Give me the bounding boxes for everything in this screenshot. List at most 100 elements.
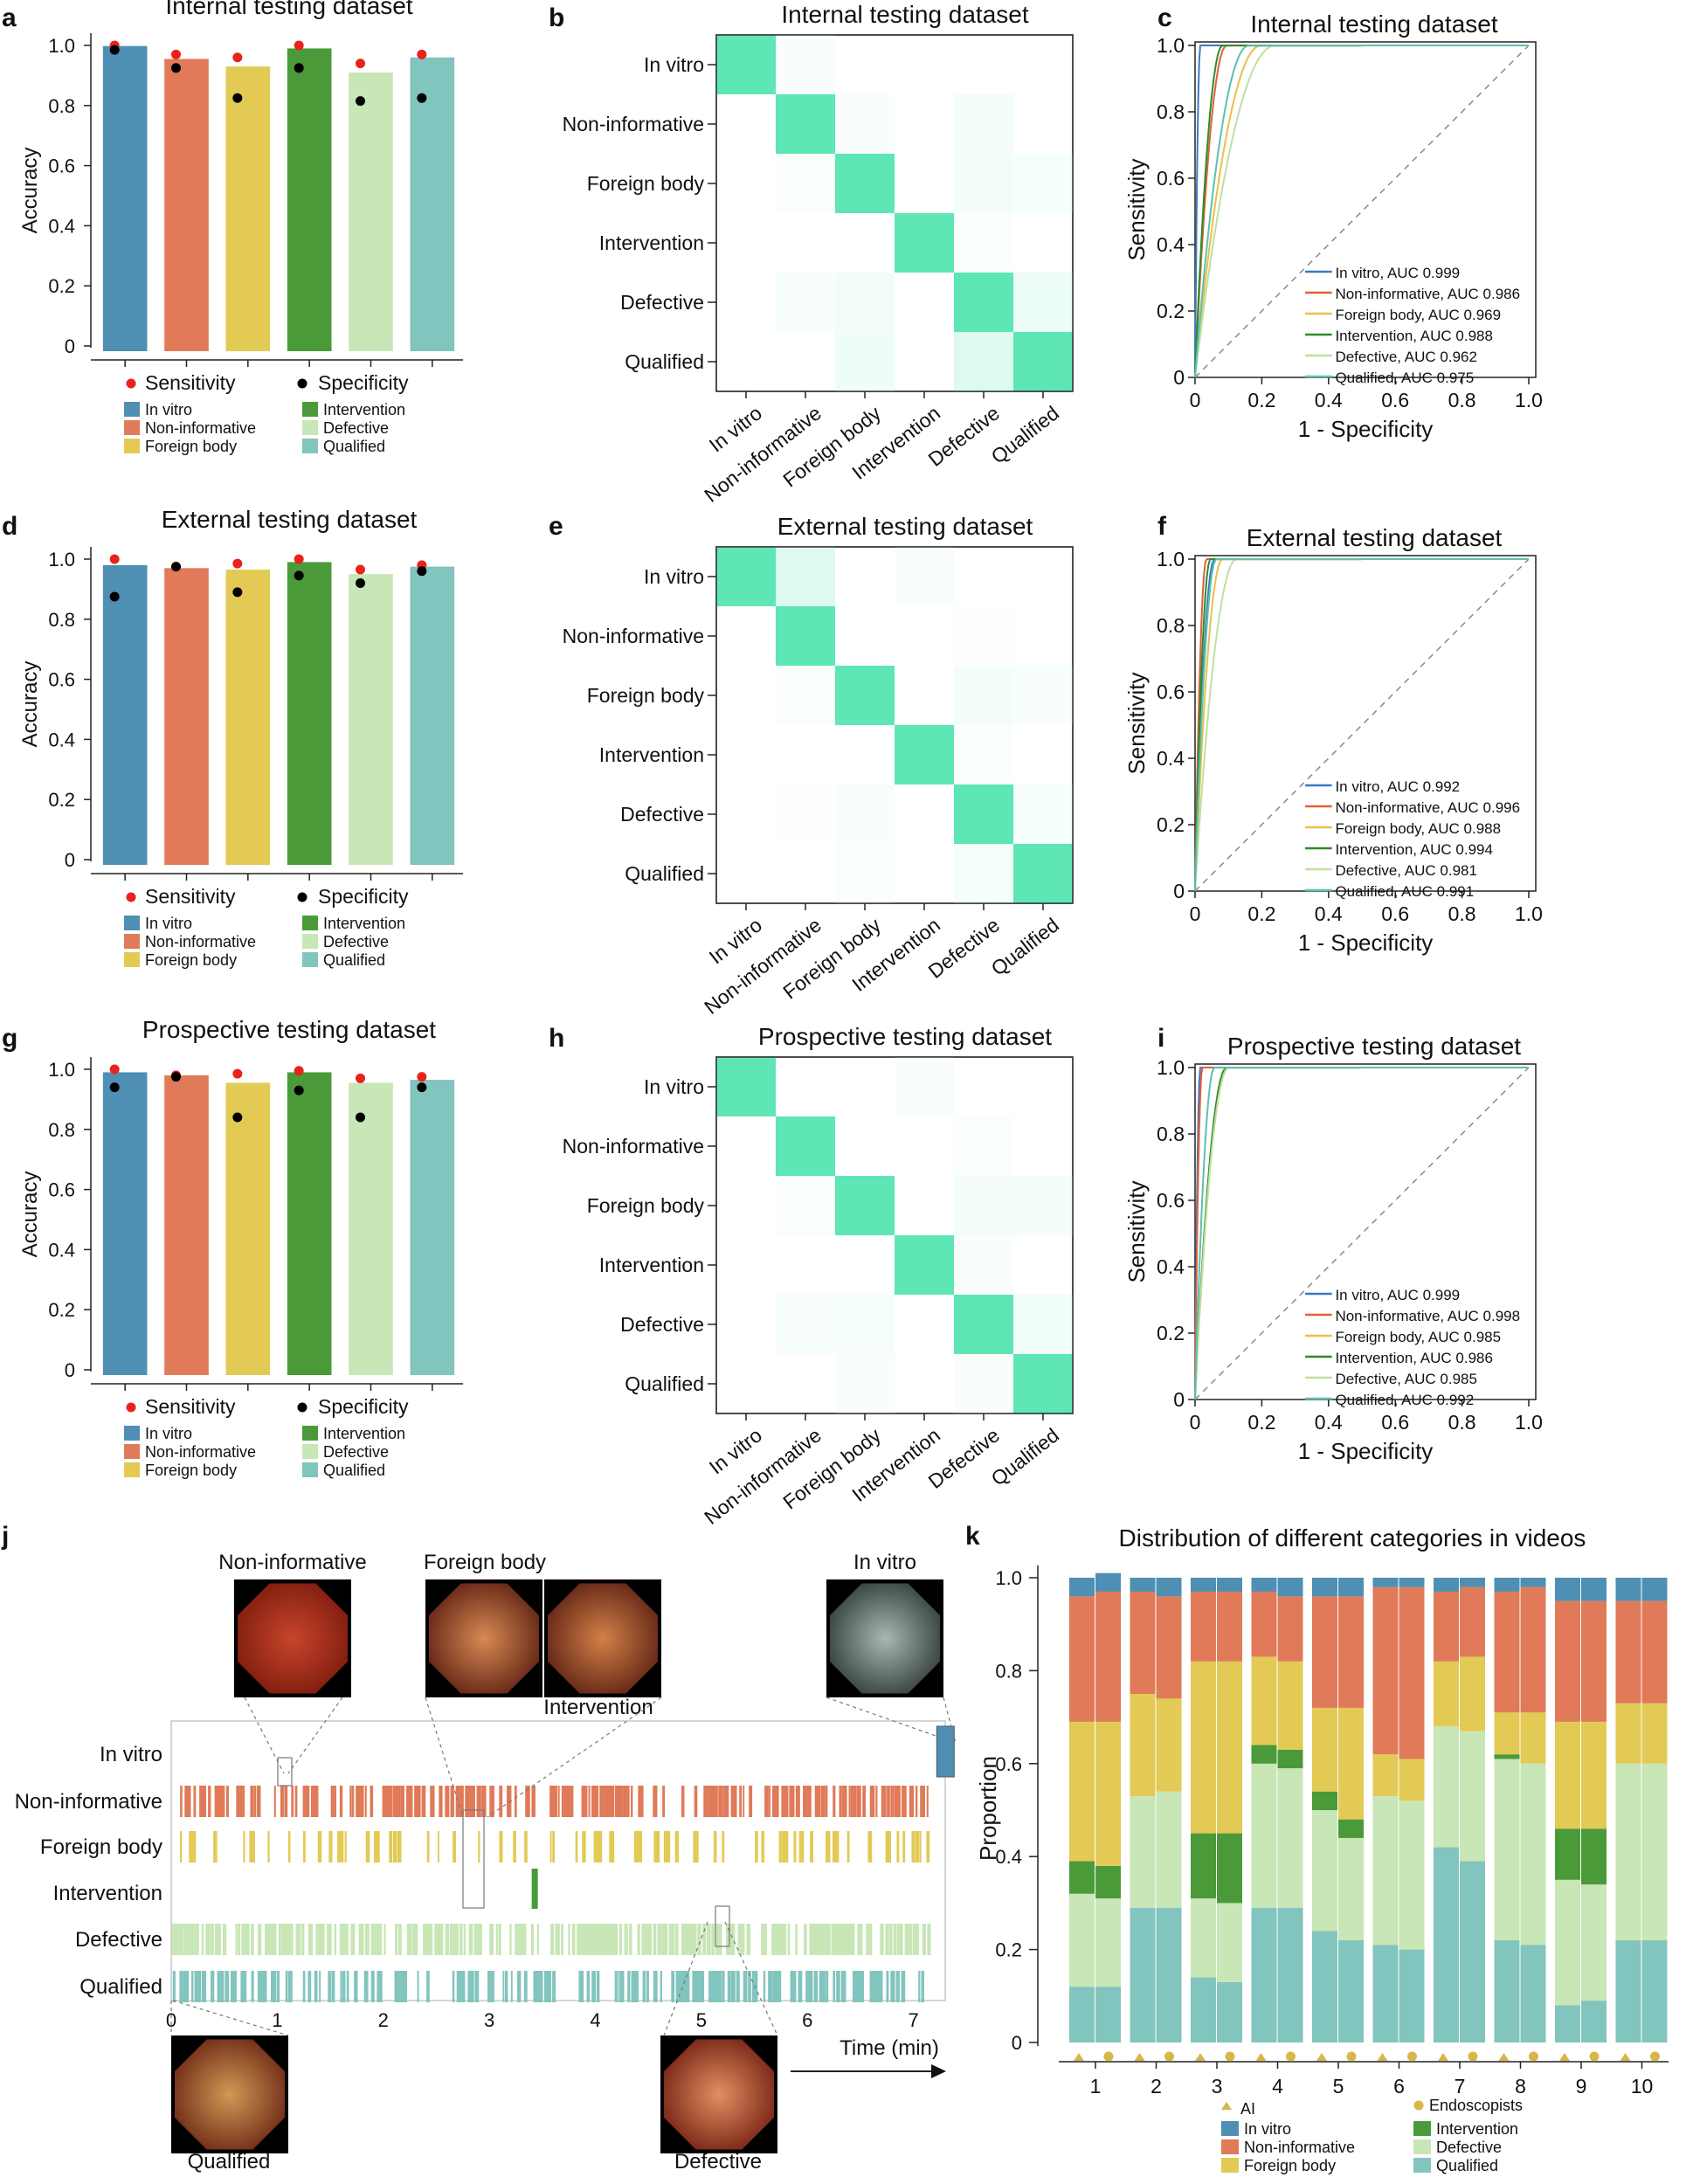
cm-cell	[776, 784, 835, 844]
timeline-tick	[372, 1924, 377, 1955]
specificity-point	[356, 96, 365, 107]
timeline-tick	[711, 1971, 715, 2002]
stacked-segment	[1251, 1907, 1277, 2042]
y-tick-label: 1.0	[48, 549, 75, 570]
legend-item-label: In vitro	[145, 401, 192, 418]
timeline-tick	[376, 1924, 378, 1955]
stacked-y-tick-label: 0.2	[995, 1939, 1022, 1961]
endoscopists-marker	[1589, 2051, 1600, 2062]
timeline-tick	[810, 1971, 813, 2002]
stacked-segment	[1130, 1796, 1156, 1908]
ai-marker	[1620, 2053, 1631, 2061]
timeline-tick	[781, 1924, 784, 1955]
y-tick-label: 0.6	[48, 1179, 75, 1201]
timeline-tick	[848, 1786, 851, 1817]
timeline-tick	[521, 1924, 524, 1955]
timeline-tick	[480, 1924, 482, 1955]
roc-frame	[1194, 1063, 1537, 1400]
timeline-tick	[634, 1971, 639, 2002]
timeline-tick	[231, 1971, 233, 2002]
stacked-segment	[1520, 1945, 1546, 2042]
timeline-tick	[783, 1924, 786, 1955]
stacked-segment	[1251, 1656, 1277, 1745]
roc-legend-label: Intervention, AUC 0.986	[1335, 1350, 1493, 1366]
timeline-tick	[459, 1971, 463, 2002]
timeline-tick	[810, 1831, 813, 1863]
timeline-tick	[803, 1924, 807, 1955]
specificity-point	[109, 591, 120, 602]
timeline-tick	[256, 1786, 261, 1817]
ai-marker	[1498, 2053, 1510, 2061]
timeline-tick	[271, 1924, 273, 1955]
cm-cell	[776, 1176, 835, 1235]
stacked-segment	[1372, 1578, 1399, 1587]
timeline-tick	[495, 1924, 498, 1955]
timeline-tick	[761, 1924, 764, 1955]
timeline-tick	[535, 1971, 539, 2002]
cm-cell	[1013, 154, 1073, 213]
timeline-tick	[499, 1831, 502, 1863]
roc-y-tick-label: 1.0	[1157, 548, 1185, 570]
timeline-tick	[653, 1831, 657, 1863]
timeline-tick	[909, 1924, 912, 1955]
stacked-segment	[1217, 1578, 1242, 1592]
stacked-x-tick-label: 3	[1212, 2075, 1223, 2098]
highlight-box	[462, 1809, 485, 1909]
cm-cell	[954, 606, 1013, 666]
timeline-tick	[463, 1924, 466, 1955]
timeline-tick	[855, 1971, 860, 2002]
timeline-tick	[225, 1786, 229, 1817]
specificity-point	[417, 1082, 427, 1093]
legend-item-label: In vitro	[145, 915, 192, 932]
timeline-tick	[604, 1924, 608, 1955]
roc-y-tick-label: 0.2	[1157, 1322, 1185, 1344]
timeline-tick	[625, 1786, 628, 1817]
timeline-tick	[867, 1924, 870, 1955]
timeline-tick	[922, 1786, 926, 1817]
timeline-tick	[606, 1924, 610, 1955]
roc-curve-qualified	[1194, 558, 1529, 892]
timeline-arrow	[791, 2064, 946, 2078]
timeline-tick	[351, 1786, 355, 1817]
timeline-tick	[395, 1786, 399, 1817]
timeline-tick	[339, 1924, 344, 1955]
legend-swatch	[302, 916, 318, 930]
timeline-tick	[857, 1971, 860, 2002]
timeline-tick	[578, 1971, 581, 2002]
timeline-tick	[531, 1786, 536, 1817]
stacked-segment	[1555, 2005, 1580, 2042]
y-tick-label: 0.6	[48, 669, 75, 691]
timeline-tick	[807, 1971, 811, 2002]
roc-legend-label: Foreign body, AUC 0.985	[1335, 1329, 1501, 1345]
timeline-tick	[582, 1831, 586, 1863]
timeline-tick	[445, 1786, 449, 1817]
timeline-tick	[241, 1924, 245, 1955]
timeline-tick	[763, 1971, 766, 2002]
timeline-tick	[186, 1924, 191, 1955]
timeline-tick	[545, 1971, 549, 2002]
stacked-legend-swatch	[1221, 2121, 1239, 2136]
timeline-tick	[646, 1971, 649, 2002]
cm-cell	[954, 666, 1013, 725]
roc-y-tick-label: 0.6	[1157, 681, 1185, 703]
timeline-tick	[201, 1924, 204, 1955]
timeline-tick	[713, 1971, 718, 2002]
timeline-tick	[846, 1924, 850, 1955]
timeline-tick	[746, 1924, 750, 1955]
timeline-tick	[530, 1924, 535, 1955]
thumbnail-label: Non-informative	[218, 1551, 366, 1574]
panel-letter-j: j	[1, 1522, 9, 1551]
timeline-tick	[768, 1971, 771, 2002]
timeline-tick	[793, 1831, 797, 1863]
timeline-x-tick-label: 2	[378, 2009, 389, 2031]
timeline-tick	[754, 1971, 758, 2002]
cm-cell	[1013, 332, 1073, 391]
stacked-segment	[1095, 1865, 1121, 1899]
stacked-segment	[1130, 1578, 1156, 1592]
timeline-tick	[565, 1786, 570, 1817]
timeline-tick	[831, 1924, 836, 1955]
stacked-segment	[1277, 1661, 1303, 1750]
timeline-tick	[557, 1786, 560, 1817]
timeline-tick	[394, 1971, 398, 2002]
timeline-tick	[243, 1971, 247, 2002]
